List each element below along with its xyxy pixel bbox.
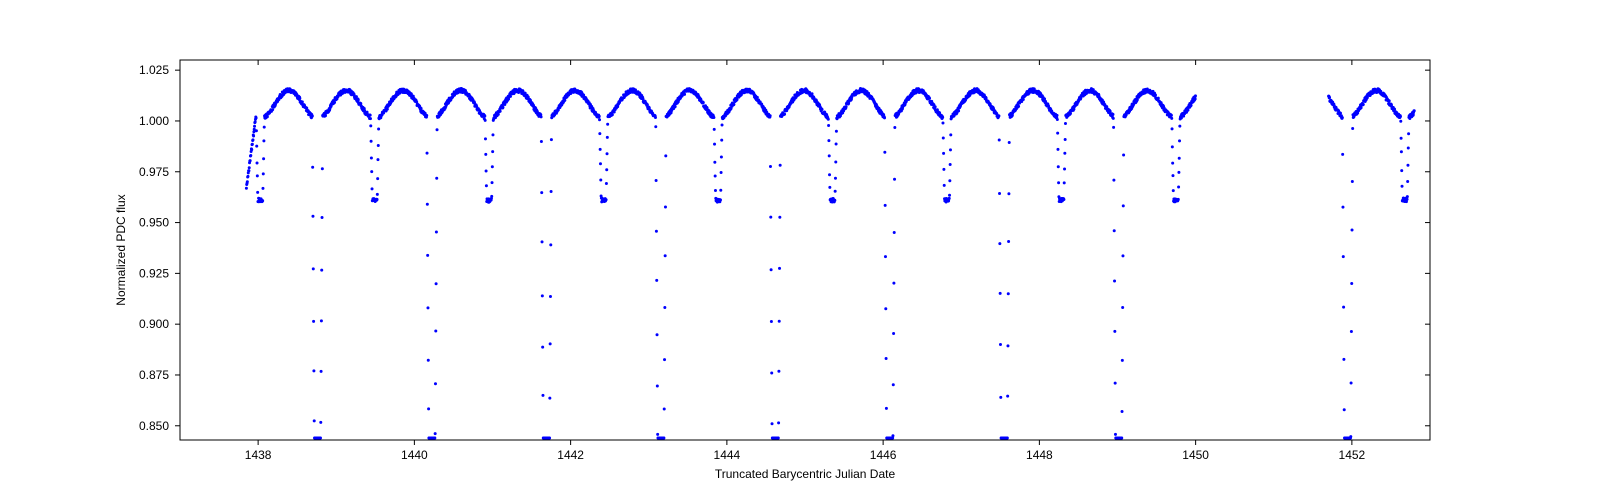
x-tick-label: 1444 bbox=[714, 448, 741, 462]
lightcurve-chart: 143814401442144414461448145014520.8500.8… bbox=[0, 0, 1600, 500]
x-tick-label: 1438 bbox=[245, 448, 272, 462]
data-points bbox=[245, 87, 1416, 439]
x-axis-label: Truncated Barycentric Julian Date bbox=[715, 467, 896, 481]
y-tick-label: 0.925 bbox=[139, 266, 169, 280]
x-tick-label: 1446 bbox=[870, 448, 897, 462]
x-tick-label: 1442 bbox=[557, 448, 584, 462]
y-axis-ticks: 0.850 0.875 0.900 0.925 0.950 0.975 1.000 1.025 bbox=[139, 63, 1430, 433]
y-tick-label: 0.900 bbox=[139, 317, 169, 331]
y-tick-label: 1.000 bbox=[139, 114, 169, 128]
x-axis-ticks: 1438 1440 1442 1444 1446 1448 1450 1452 bbox=[245, 60, 1366, 462]
y-tick-label: 0.875 bbox=[139, 368, 169, 382]
y-tick-label: 0.975 bbox=[139, 165, 169, 179]
x-tick-label: 1450 bbox=[1182, 448, 1209, 462]
y-tick-label: 0.850 bbox=[139, 419, 169, 433]
x-tick-label: 1452 bbox=[1339, 448, 1366, 462]
y-tick-label: 1.025 bbox=[139, 63, 169, 77]
chart-svg: 143814401442144414461448145014520.8500.8… bbox=[0, 0, 1600, 500]
y-tick-label: 0.950 bbox=[139, 216, 169, 230]
y-axis-label: Normalized PDC flux bbox=[114, 194, 128, 305]
x-tick-label: 1440 bbox=[401, 448, 428, 462]
x-tick-label: 1448 bbox=[1026, 448, 1053, 462]
